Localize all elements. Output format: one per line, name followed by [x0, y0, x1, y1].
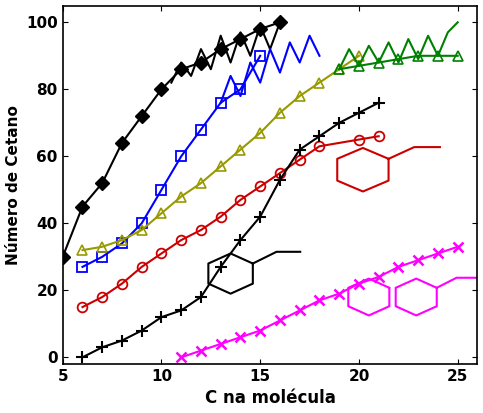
Y-axis label: Número de Cetano: Número de Cetano	[6, 105, 21, 265]
X-axis label: C na molécula: C na molécula	[205, 389, 336, 408]
